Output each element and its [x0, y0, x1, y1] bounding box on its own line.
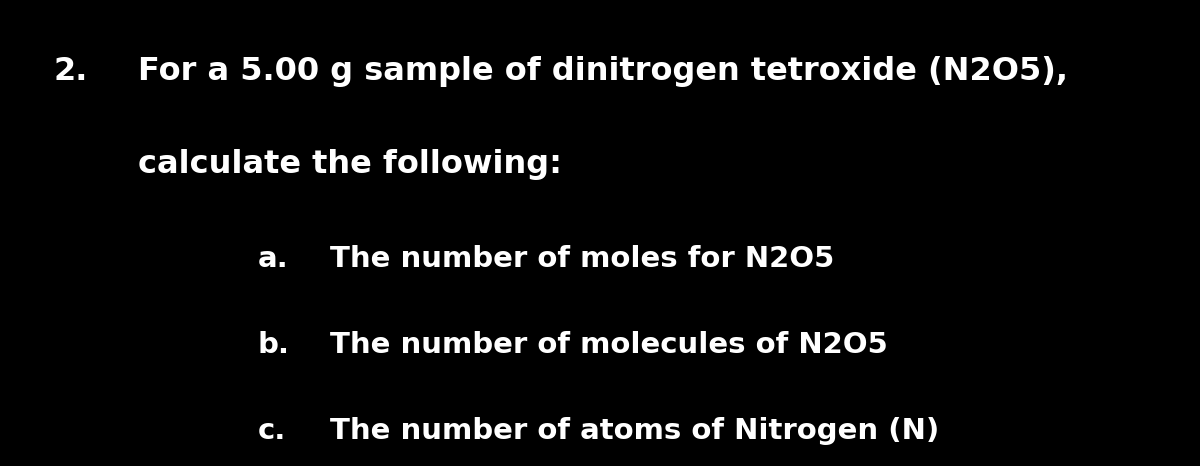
Text: c.: c.	[258, 417, 287, 445]
Text: a.: a.	[258, 245, 289, 273]
Text: For a 5.00 g sample of dinitrogen tetroxide (N2O5),: For a 5.00 g sample of dinitrogen tetrox…	[138, 56, 1068, 87]
Text: The number of atoms of Nitrogen (N): The number of atoms of Nitrogen (N)	[330, 417, 940, 445]
Text: 2.: 2.	[54, 56, 89, 87]
Text: The number of moles for N2O5: The number of moles for N2O5	[330, 245, 834, 273]
Text: calculate the following:: calculate the following:	[138, 149, 562, 180]
Text: The number of molecules of N2O5: The number of molecules of N2O5	[330, 331, 888, 359]
Text: b.: b.	[258, 331, 290, 359]
